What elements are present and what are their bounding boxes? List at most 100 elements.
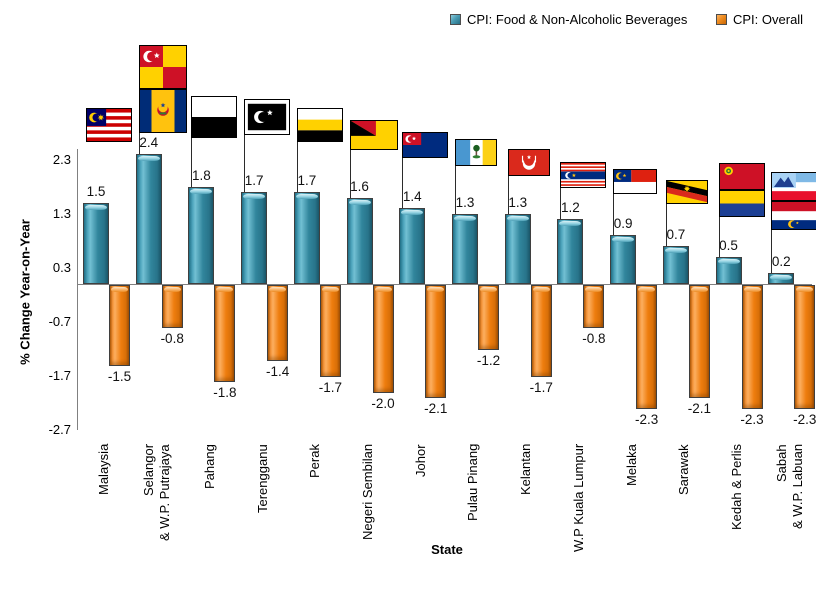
overall-bar-cap xyxy=(269,287,287,292)
food-bar xyxy=(399,208,426,284)
overall-bar xyxy=(267,285,289,361)
terengganu-flag-icon xyxy=(244,99,291,135)
food-bar-cap xyxy=(770,275,793,281)
flag-pole xyxy=(613,194,615,236)
food-bar-cap xyxy=(348,199,371,205)
pahang-flag-icon xyxy=(191,96,238,138)
x-category-label: Negeri Sembilan xyxy=(359,444,375,541)
overall-bar-cap xyxy=(796,287,814,292)
overall-bar xyxy=(530,285,552,377)
flag-pole xyxy=(349,150,351,198)
food-bar-cap xyxy=(243,194,266,200)
food-bar xyxy=(241,192,268,284)
food-bar xyxy=(188,186,215,284)
food-bar xyxy=(715,257,742,284)
y-axis-line xyxy=(77,149,78,430)
x-category-label: Sabah & W.P. Labuan xyxy=(773,444,805,530)
flag-pole xyxy=(455,166,456,214)
putrajaya-flag-icon xyxy=(138,89,187,133)
overall-bar xyxy=(794,285,816,410)
x-category-label: Pulau Pinang xyxy=(465,444,481,522)
food-bar-cap xyxy=(664,248,687,254)
food-bar xyxy=(135,154,162,284)
legend-item-food: CPI: Food & Non-Alcoholic Beverages xyxy=(450,12,687,27)
legend: CPI: Food & Non-Alcoholic Beverages CPI:… xyxy=(0,0,816,34)
food-bar-cap xyxy=(612,237,635,243)
food-bar-cap xyxy=(137,156,160,162)
food-bar xyxy=(452,213,478,284)
food-value-label: 0.5 xyxy=(719,238,738,253)
overall-bar xyxy=(372,285,394,393)
flag-pole xyxy=(718,217,720,257)
malaysia-flag-icon xyxy=(86,108,132,142)
overall-value-label: -2.3 xyxy=(793,412,816,428)
overall-bar-cap xyxy=(427,287,445,292)
overall-bar-cap xyxy=(638,287,656,292)
x-axis-title: State xyxy=(431,542,463,557)
sarawak-flag-icon xyxy=(665,180,708,204)
overall-value-label: -0.8 xyxy=(582,331,606,347)
x-category-label: Sarawak xyxy=(676,444,692,495)
overall-bar-cap xyxy=(111,287,128,292)
overall-bar xyxy=(214,285,236,383)
perak-flag-icon xyxy=(296,108,343,142)
overall-bar xyxy=(478,285,499,350)
overall-bar-cap xyxy=(374,287,392,292)
flag-pole xyxy=(244,135,246,193)
pulau-pinang-flag-icon xyxy=(455,139,497,166)
flag-pole xyxy=(402,158,404,209)
food-value-label: 1.3 xyxy=(508,194,528,210)
food-bar xyxy=(293,192,320,284)
legend-label-overall: CPI: Overall xyxy=(733,12,804,27)
food-bar-cap xyxy=(454,215,476,221)
food-value-label: 0.7 xyxy=(666,227,686,243)
food-bar xyxy=(346,197,373,284)
food-value-label: 2.4 xyxy=(139,135,159,151)
overall-value-label: -0.8 xyxy=(160,331,184,347)
food-bar xyxy=(768,273,795,284)
food-bar-cap xyxy=(190,188,213,194)
y-tick-label: 0.3 xyxy=(52,259,71,275)
legend-item-overall: CPI: Overall xyxy=(716,12,803,27)
melaka-flag-icon xyxy=(613,169,658,194)
x-category-label: Malaysia xyxy=(96,444,112,496)
flag-pole xyxy=(296,142,298,193)
overall-bar-cap xyxy=(585,287,603,292)
food-bar-cap xyxy=(85,205,107,210)
overall-value-label: -1.2 xyxy=(476,352,501,368)
overall-value-label: -1.7 xyxy=(318,379,342,395)
kelantan-flag-icon xyxy=(507,149,550,176)
food-bar-cap xyxy=(506,215,529,221)
flag-pole xyxy=(507,176,509,214)
overall-bar-cap xyxy=(480,287,497,292)
food-value-label: 1.8 xyxy=(192,167,211,183)
overall-bar-cap xyxy=(216,287,234,292)
x-category-label: Johor xyxy=(412,444,428,477)
food-bar xyxy=(83,203,109,284)
teal-swatch-icon xyxy=(450,14,461,25)
kedah-flag-icon xyxy=(718,163,765,190)
food-bar xyxy=(557,219,584,284)
x-category-label: Kelantan xyxy=(518,444,534,496)
overall-value-label: -1.5 xyxy=(107,369,132,384)
overall-value-label: -2.1 xyxy=(424,401,448,417)
flag-pole xyxy=(138,133,140,155)
overall-value-label: -1.4 xyxy=(266,363,290,379)
overall-value-label: -1.7 xyxy=(529,379,553,395)
overall-value-label: -2.3 xyxy=(740,412,764,428)
overall-bar-cap xyxy=(532,287,550,292)
food-value-label: 1.3 xyxy=(455,194,475,210)
overall-bar xyxy=(109,285,130,366)
food-value-label: 1.2 xyxy=(561,200,580,216)
flag-pole xyxy=(560,188,562,220)
perlis-flag-icon xyxy=(718,190,765,217)
flag-pole xyxy=(771,230,773,274)
food-value-label: 0.9 xyxy=(613,216,633,232)
overall-bar-cap xyxy=(743,287,761,292)
overall-bar xyxy=(688,285,710,399)
overall-bar-cap xyxy=(690,287,708,292)
overall-value-label: -2.3 xyxy=(635,412,659,428)
y-tick-label: 1.3 xyxy=(52,205,71,221)
